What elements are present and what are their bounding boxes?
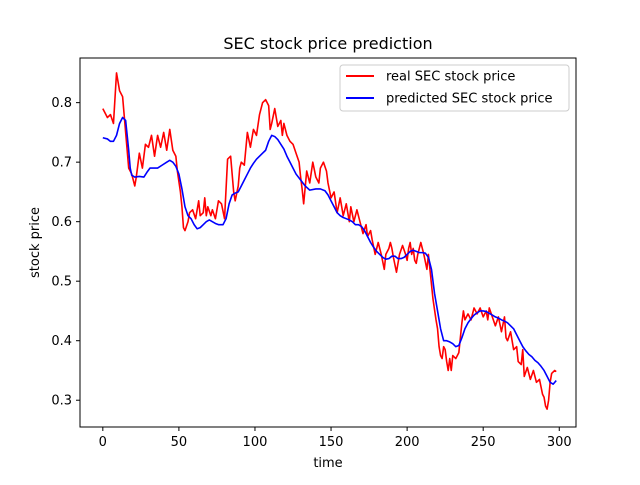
- legend-label-predicted: predicted SEC stock price: [386, 92, 552, 107]
- y-tick-label: 0.4: [51, 334, 72, 349]
- x-tick-label: 150: [319, 435, 344, 450]
- predicted-price-line: [102, 116, 557, 385]
- x-tick-label: 50: [171, 435, 188, 450]
- y-tick-label: 0.5: [51, 275, 72, 290]
- x-tick-label: 200: [395, 435, 420, 450]
- y-tick-label: 0.7: [51, 156, 72, 171]
- x-tick-label: 100: [243, 435, 268, 450]
- chart-title: SEC stock price prediction: [223, 34, 432, 53]
- x-axis: 0 50 100 150 200 250 300: [99, 427, 572, 450]
- y-axis: 0.3 0.4 0.5 0.6 0.7 0.8: [51, 96, 80, 409]
- real-price-line: [102, 72, 557, 410]
- y-tick-label: 0.6: [51, 215, 72, 230]
- y-tick-label: 0.3: [51, 394, 72, 409]
- legend: real SEC stock price predicted SEC stock…: [339, 64, 570, 112]
- plot-lines: [102, 72, 557, 410]
- y-axis-label: stock price: [28, 207, 43, 278]
- legend-label-real: real SEC stock price: [386, 70, 515, 85]
- x-tick-label: 300: [547, 435, 572, 450]
- plot-frame: [79, 57, 577, 428]
- x-axis-label: time: [313, 456, 342, 471]
- x-tick-label: 250: [471, 435, 496, 450]
- y-tick-label: 0.8: [51, 96, 72, 111]
- legend-box: [339, 64, 570, 112]
- x-tick-label: 0: [99, 435, 107, 450]
